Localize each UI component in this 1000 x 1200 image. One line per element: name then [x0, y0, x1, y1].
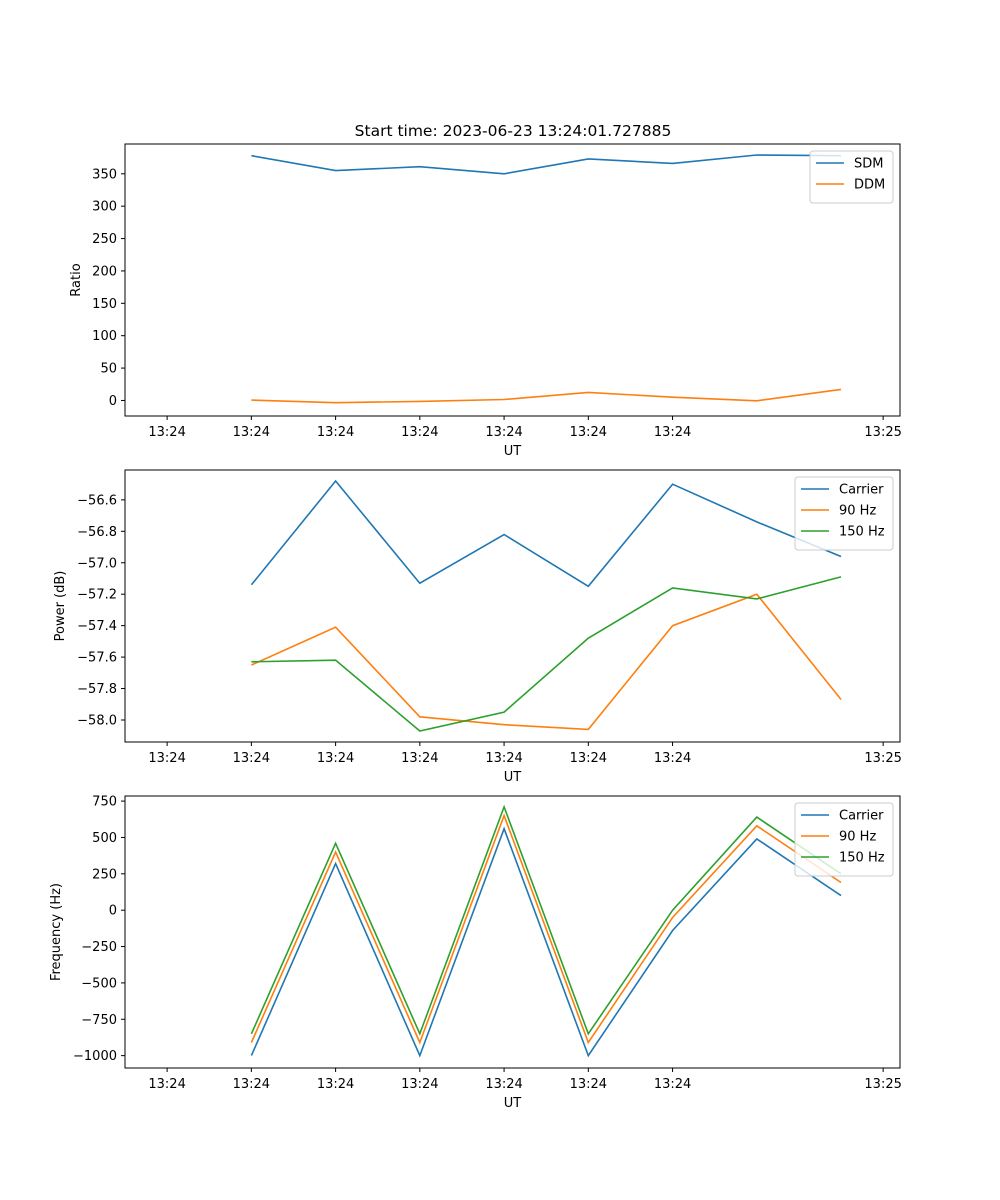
x-tick-label: 13:24 [654, 1077, 691, 1092]
series-line-1 [251, 154, 842, 175]
series-line-3 [251, 576, 842, 732]
x-tick-label: 13:24 [148, 751, 185, 766]
y-tick-label: 250 [92, 867, 117, 882]
y-tick-label: 50 [100, 362, 117, 377]
legend: SDM DDM [809, 150, 894, 204]
figure-title: Start time: 2023-06-23 13:24:01.727885 [355, 122, 672, 140]
legend-label: 150 Hz [839, 525, 885, 540]
y-tick-label: 100 [92, 329, 117, 344]
y-axis-label: Ratio [69, 263, 84, 296]
legend-label: Carrier [839, 483, 884, 498]
x-tick-label: 13:24 [401, 751, 438, 766]
y-tick-label: 0 [109, 394, 117, 409]
x-tick-label: 13:24 [570, 1077, 607, 1092]
x-tick-label: 13:24 [570, 751, 607, 766]
legend-label: 90 Hz [839, 504, 876, 519]
x-tick-label: 13:24 [654, 425, 691, 440]
y-axis-label: Frequency (Hz) [49, 883, 64, 981]
legend-frame [809, 150, 894, 204]
axes-frame [124, 469, 901, 743]
x-tick-label: 13:24 [317, 1077, 354, 1092]
series-lines [250, 479, 842, 732]
y-tick-label: 300 [92, 200, 117, 215]
chart-panel-2: 13:24 13:24 13:24 13:24 13:24 13:24 13:24 13:25… [53, 469, 902, 785]
series-lines [250, 804, 842, 1058]
legend-label: SDM [854, 157, 883, 172]
y-tick-label: 500 [92, 831, 117, 846]
x-tick-label: 13:24 [317, 751, 354, 766]
x-tick-label: 13:24 [570, 425, 607, 440]
series-lines [251, 154, 842, 404]
x-tick-label: 13:24 [401, 425, 438, 440]
x-axis-label: UT [504, 1096, 522, 1111]
legend-label: 150 Hz [839, 851, 885, 866]
chart-panels: 13:24 13:24 13:24 13:24 13:24 13:24 13:24 13:25… [49, 143, 902, 1111]
series-line-1 [250, 479, 842, 588]
chart-panel-3: 13:24 13:24 13:24 13:24 13:24 13:24 13:24 13:25… [49, 795, 902, 1111]
legend-label: 90 Hz [839, 830, 876, 845]
x-tick-label: 13:24 [233, 425, 270, 440]
legend: Carrier 90 Hz 150 Hz [794, 476, 894, 551]
y-tick-label: −56.8 [77, 525, 117, 540]
y-tick-label: −56.6 [77, 493, 117, 508]
series-line-2 [251, 388, 842, 404]
x-tick-label: 13:25 [864, 1077, 901, 1092]
series-line-2 [251, 593, 842, 731]
x-tick-label: 13:24 [317, 425, 354, 440]
y-tick-label: −1000 [73, 1049, 117, 1064]
y-tick-label: −57.2 [77, 588, 117, 603]
legend: Carrier 90 Hz 150 Hz [794, 802, 894, 877]
legend-label: Carrier [839, 809, 884, 824]
series-line-3 [250, 804, 842, 1036]
x-tick-label: 13:24 [233, 1077, 270, 1092]
y-tick-label: 200 [92, 264, 117, 279]
x-tick-label: 13:24 [148, 425, 185, 440]
x-tick-label: 13:24 [401, 1077, 438, 1092]
y-tick-label: 350 [92, 167, 117, 182]
x-tick-label: 13:24 [485, 1077, 522, 1092]
axes-frame [124, 143, 901, 417]
x-tick-label: 13:25 [864, 425, 901, 440]
x-tick-label: 13:24 [654, 751, 691, 766]
legend-label: DDM [854, 178, 885, 193]
x-tick-label: 13:25 [864, 751, 901, 766]
x-tick-label: 13:24 [485, 425, 522, 440]
y-tick-label: −58.0 [77, 713, 117, 728]
y-tick-label: −500 [81, 976, 117, 991]
x-tick-label: 13:24 [485, 751, 522, 766]
y-tick-label: −57.8 [77, 682, 117, 697]
series-line-2 [250, 813, 842, 1045]
axes-frame [124, 795, 901, 1069]
y-tick-label: 250 [92, 232, 117, 247]
x-tick-label: 13:24 [233, 751, 270, 766]
y-tick-label: 150 [92, 297, 117, 312]
y-tick-label: −750 [81, 1013, 117, 1028]
x-axis-label: UT [504, 444, 522, 459]
y-axis-label: Power (dB) [53, 571, 68, 642]
y-tick-label: −57.0 [77, 556, 117, 571]
y-tick-label: −250 [81, 940, 117, 955]
y-tick-label: 0 [109, 904, 117, 919]
y-tick-label: 750 [92, 795, 117, 810]
x-axis-label: UT [504, 770, 522, 785]
chart-panel-1: 13:24 13:24 13:24 13:24 13:24 13:24 13:24 13:25… [69, 143, 902, 459]
y-tick-label: −57.6 [77, 651, 117, 666]
y-tick-label: −57.4 [77, 619, 117, 634]
x-tick-label: 13:24 [148, 1077, 185, 1092]
series-line-1 [250, 826, 842, 1058]
